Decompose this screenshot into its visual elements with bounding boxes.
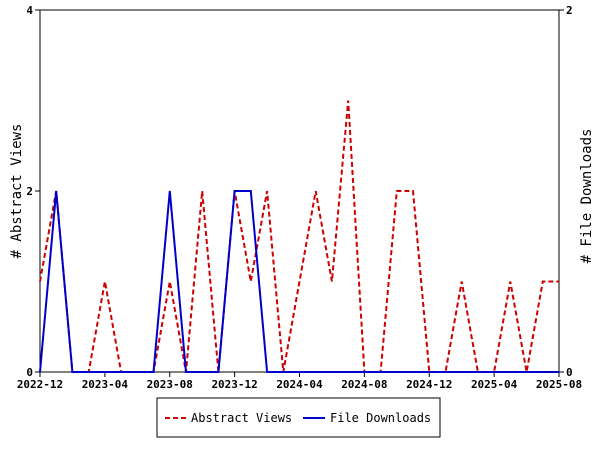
left-tick-label: 4 [26, 4, 33, 17]
series-lines [39, 100, 559, 373]
series-line-abstract-views [39, 100, 559, 373]
plot-frame [39, 9, 560, 373]
left-tick-label: 0 [26, 366, 33, 379]
legend: Abstract Views File Downloads [156, 397, 441, 438]
legend-label-abstract-views: Abstract Views [191, 411, 292, 425]
right-tick-label: 0 [566, 366, 573, 379]
y-axis-label-right: # File Downloads [579, 129, 595, 264]
axis-ticks: 0 2 4 0 2 2022-12 2023-04 2023-08 2023-12 2024-04… [17, 4, 582, 391]
series-line-file-downloads [39, 190, 559, 373]
left-tick-label: 2 [26, 185, 33, 198]
x-tick-label: 2025-04 [471, 378, 518, 391]
right-tick-label: 2 [566, 4, 573, 17]
x-tick-label: 2025-08 [536, 378, 582, 391]
x-tick-label: 2024-12 [406, 378, 452, 391]
x-tick-label: 2023-12 [211, 378, 257, 391]
x-tick-label: 2024-08 [341, 378, 387, 391]
x-tick-label: 2024-04 [276, 378, 323, 391]
x-tick-label: 2023-08 [147, 378, 193, 391]
legend-box [156, 397, 441, 438]
x-tick-label: 2022-12 [17, 378, 63, 391]
legend-label-file-downloads: File Downloads [330, 411, 431, 425]
y-axis-label-left: # Abstract Views [9, 124, 25, 259]
x-tick-label: 2023-04 [82, 378, 129, 391]
